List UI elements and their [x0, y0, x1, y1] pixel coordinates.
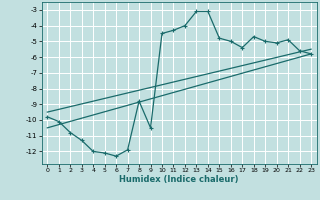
X-axis label: Humidex (Indice chaleur): Humidex (Indice chaleur)	[119, 175, 239, 184]
